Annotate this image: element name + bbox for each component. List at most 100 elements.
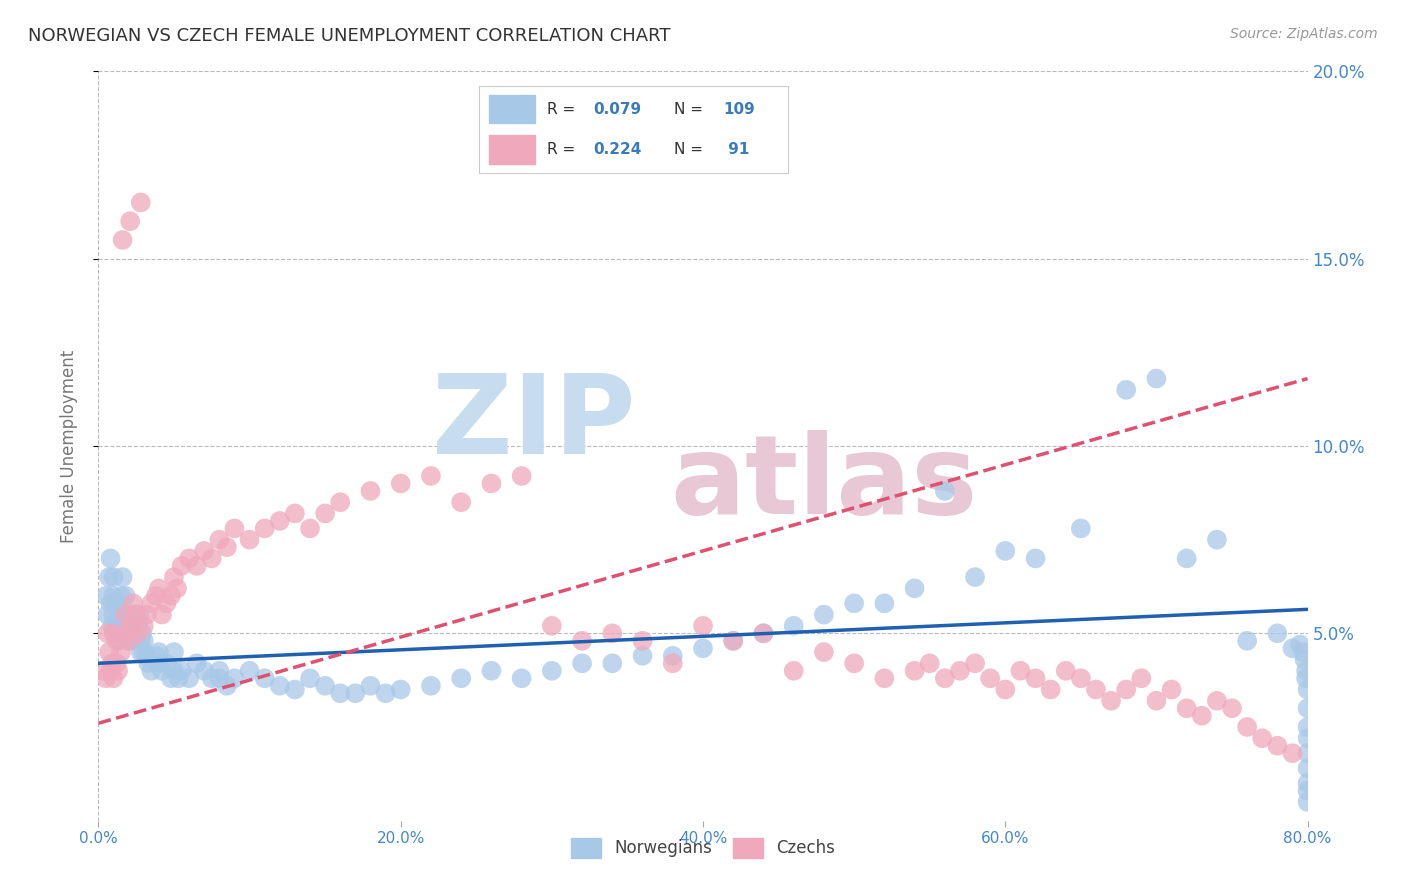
Point bbox=[1296, 701, 1319, 715]
Point bbox=[132, 619, 155, 633]
Point bbox=[1296, 731, 1319, 746]
Point bbox=[122, 619, 145, 633]
Point bbox=[110, 589, 132, 603]
Point bbox=[150, 664, 173, 678]
Point bbox=[148, 657, 170, 671]
Point bbox=[631, 648, 654, 663]
Point bbox=[602, 657, 624, 671]
Point bbox=[103, 607, 125, 622]
Point bbox=[1296, 720, 1319, 734]
Point bbox=[661, 657, 683, 671]
Point bbox=[129, 645, 152, 659]
Point bbox=[450, 671, 472, 685]
Point bbox=[420, 679, 443, 693]
Point bbox=[110, 645, 132, 659]
Point bbox=[918, 657, 941, 671]
Point bbox=[389, 476, 412, 491]
Point bbox=[661, 648, 683, 663]
Point bbox=[120, 214, 142, 228]
Point bbox=[114, 626, 136, 640]
Point bbox=[111, 233, 134, 247]
Point bbox=[135, 648, 157, 663]
Point bbox=[132, 645, 155, 659]
Point bbox=[101, 619, 124, 633]
Point bbox=[269, 514, 291, 528]
Point bbox=[1281, 746, 1303, 760]
Point bbox=[224, 521, 246, 535]
Point bbox=[783, 664, 806, 678]
Point bbox=[723, 633, 745, 648]
Point bbox=[179, 551, 201, 566]
Point bbox=[1144, 371, 1167, 385]
Point bbox=[193, 664, 215, 678]
Point bbox=[94, 589, 117, 603]
Point bbox=[108, 607, 131, 622]
Point bbox=[1251, 731, 1274, 746]
Point bbox=[121, 607, 143, 622]
Point bbox=[284, 682, 307, 697]
Point bbox=[1010, 664, 1032, 678]
Point bbox=[1070, 521, 1092, 535]
Point bbox=[1130, 671, 1153, 685]
Point bbox=[1039, 682, 1062, 697]
Point bbox=[1296, 761, 1319, 775]
Point bbox=[105, 596, 128, 610]
Point bbox=[314, 679, 336, 693]
Point bbox=[481, 664, 503, 678]
Point bbox=[155, 657, 177, 671]
Point bbox=[239, 664, 262, 678]
Point bbox=[540, 664, 562, 678]
Point bbox=[1115, 383, 1137, 397]
Point bbox=[965, 570, 987, 584]
Point bbox=[1115, 682, 1137, 697]
Point bbox=[145, 589, 167, 603]
Point bbox=[201, 671, 224, 685]
Point bbox=[284, 507, 307, 521]
Point bbox=[186, 558, 208, 573]
Point bbox=[692, 619, 714, 633]
Point bbox=[145, 648, 167, 663]
Point bbox=[186, 657, 208, 671]
Point bbox=[994, 544, 1017, 558]
Point bbox=[100, 551, 122, 566]
Point bbox=[1070, 671, 1092, 685]
Point bbox=[129, 633, 152, 648]
Point bbox=[105, 657, 128, 671]
Point bbox=[934, 483, 956, 498]
Point bbox=[163, 570, 186, 584]
Point bbox=[1267, 739, 1289, 753]
Point bbox=[105, 633, 128, 648]
Point bbox=[813, 607, 835, 622]
Point bbox=[128, 607, 150, 622]
Point bbox=[160, 589, 183, 603]
Point bbox=[91, 664, 114, 678]
Point bbox=[118, 633, 141, 648]
Point bbox=[170, 664, 193, 678]
Point bbox=[125, 626, 148, 640]
Point bbox=[904, 664, 927, 678]
Point bbox=[360, 483, 382, 498]
Point bbox=[103, 570, 125, 584]
Point bbox=[107, 664, 129, 678]
Point bbox=[208, 533, 231, 547]
Point bbox=[132, 633, 155, 648]
Point bbox=[299, 671, 322, 685]
Point bbox=[1024, 671, 1046, 685]
Point bbox=[949, 664, 972, 678]
Point bbox=[129, 195, 152, 210]
Point bbox=[136, 657, 159, 671]
Point bbox=[1191, 708, 1213, 723]
Point bbox=[103, 671, 125, 685]
Text: Source: ZipAtlas.com: Source: ZipAtlas.com bbox=[1230, 27, 1378, 41]
Point bbox=[420, 469, 443, 483]
Point bbox=[201, 551, 224, 566]
Point bbox=[450, 495, 472, 509]
Point bbox=[783, 619, 806, 633]
Point bbox=[994, 682, 1017, 697]
Point bbox=[94, 671, 117, 685]
Point bbox=[1281, 641, 1303, 656]
Point bbox=[166, 582, 188, 596]
Point bbox=[844, 596, 866, 610]
Point bbox=[103, 589, 125, 603]
Point bbox=[105, 619, 128, 633]
